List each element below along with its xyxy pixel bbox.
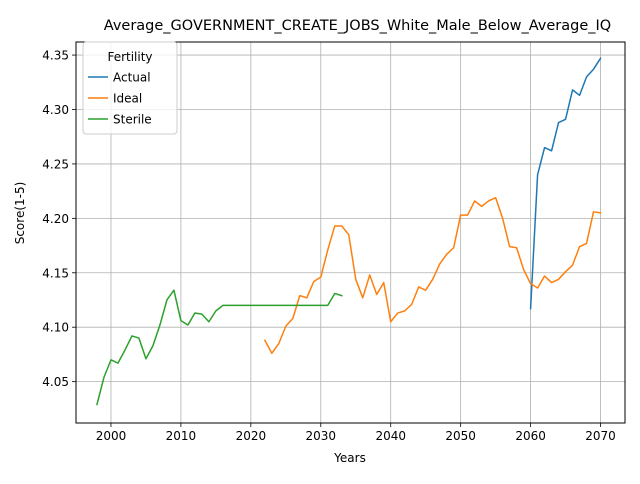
series-line-sterile (96, 289, 343, 406)
ticks-layer: 2000 2010 2020 2030 2040 2050 2060 2070 4.05 4.10… (42, 49, 616, 443)
legend: Fertility Actual Ideal Sterile (82, 41, 178, 135)
plot-frame (75, 41, 626, 424)
legend-title: Fertility (107, 50, 152, 64)
y-tick-label: 4.15 (42, 266, 69, 280)
legend-box (82, 41, 178, 135)
grid-layer (76, 42, 625, 423)
x-tick-label: 2050 (445, 429, 476, 443)
legend-entries: Actual Ideal Sterile (88, 71, 152, 127)
y-tick-label: 4.30 (42, 103, 69, 117)
legend-label-actual: Actual (113, 71, 151, 85)
x-tick-label: 2020 (236, 429, 267, 443)
series-layer (96, 57, 602, 406)
y-tick-label: 4.05 (42, 375, 69, 389)
x-tick-label: 2060 (515, 429, 546, 443)
legend-label-sterile: Sterile (113, 113, 152, 127)
series-line-ideal (263, 196, 602, 355)
x-tick-label: 2040 (375, 429, 406, 443)
chart-title: Average_GOVERNMENT_CREATE_JOBS_White_Mal… (104, 18, 611, 34)
legend-label-ideal: Ideal (113, 92, 142, 106)
y-tick-label: 4.10 (42, 321, 69, 335)
series-line-actual (529, 57, 602, 310)
x-axis-label: Years (333, 451, 366, 465)
x-tick-label: 2030 (306, 429, 337, 443)
x-tick-label: 2000 (96, 429, 127, 443)
y-axis-label: Score(1-5) (13, 182, 27, 245)
y-tick-label: 4.35 (42, 49, 69, 63)
x-tick-label: 2070 (585, 429, 616, 443)
x-tick-label: 2010 (166, 429, 197, 443)
y-tick-label: 4.25 (42, 157, 69, 171)
y-tick-label: 4.20 (42, 212, 69, 226)
